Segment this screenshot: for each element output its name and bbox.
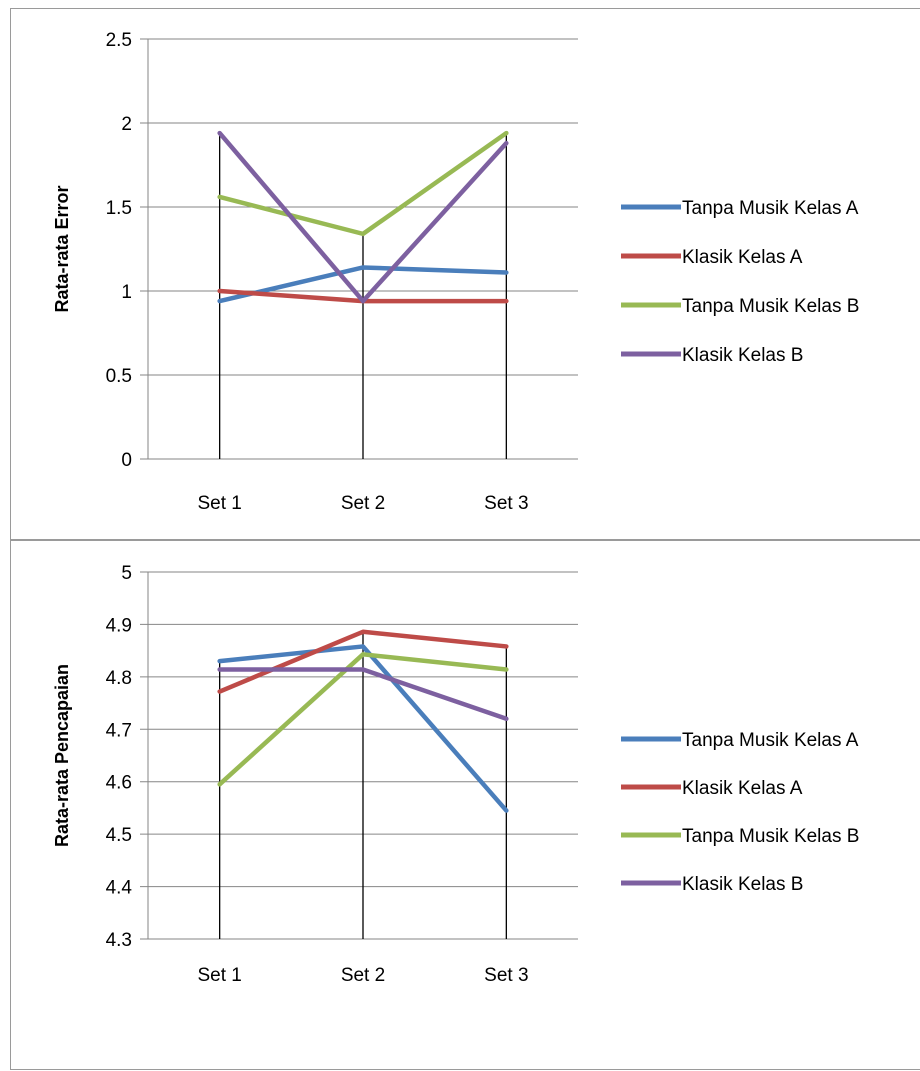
x-tick-label: Set 2 xyxy=(341,965,385,986)
y-tick-label: 4.8 xyxy=(106,668,132,689)
y-tick-label: 4.9 xyxy=(106,615,132,636)
y-tick-label: 4.4 xyxy=(106,878,133,899)
series-line-2 xyxy=(217,130,509,237)
y-tick-label: 0 xyxy=(121,450,132,471)
series-line-0 xyxy=(217,265,509,304)
x-tick-label: Set 3 xyxy=(484,493,528,514)
y-tick-label: 4.6 xyxy=(106,773,132,794)
chart-panel-pencapaian: 4.3 4.4 4.5 4.6 4.7 4.8 4.9 5 Set 1 Set 2 Set 3 Rat… xyxy=(10,540,920,1070)
y-axis-title: Rata-rata Pencapaian xyxy=(52,664,72,847)
y-tick-label: 5 xyxy=(121,563,132,584)
chart-panel-error: 0 0.5 1 1.5 2 2.5 Set 1 Set 2 Set 3 Rata-rata Err… xyxy=(10,8,920,540)
legend-label: Klasik Kelas B xyxy=(682,345,803,366)
y-tick-label: 4.5 xyxy=(106,825,132,846)
legend-label: Klasik Kelas A xyxy=(682,778,803,799)
y-tick-label: 4.7 xyxy=(106,720,132,741)
series-line-3 xyxy=(217,130,509,304)
legend-label: Tanpa Musik Kelas B xyxy=(682,826,859,847)
legend-label: Klasik Kelas B xyxy=(682,874,803,895)
series-line-2 xyxy=(217,652,509,787)
error-line-chart: 0 0.5 1 1.5 2 2.5 Set 1 Set 2 Set 3 Rata-rata Err… xyxy=(52,30,859,514)
x-tick-label: Set 1 xyxy=(197,965,241,986)
series-line-0 xyxy=(217,644,509,813)
x-tick-label: Set 3 xyxy=(484,965,528,986)
y-tick-label: 1.5 xyxy=(106,198,132,219)
legend-label: Klasik Kelas A xyxy=(682,247,803,268)
series-line-3 xyxy=(217,667,509,722)
legend-label: Tanpa Musik Kelas B xyxy=(682,296,859,317)
pencapaian-line-chart: 4.3 4.4 4.5 4.6 4.7 4.8 4.9 5 Set 1 Set 2 Set 3 Rat… xyxy=(52,563,859,986)
x-tick-label: Set 1 xyxy=(197,493,241,514)
y-axis-title: Rata-rata Error xyxy=(52,185,72,312)
y-tick-label: 4.3 xyxy=(106,930,132,951)
y-tick-label: 2 xyxy=(121,114,132,135)
y-tick-label: 2.5 xyxy=(106,30,132,51)
y-tick-label: 1 xyxy=(121,282,132,303)
y-tick-label: 0.5 xyxy=(106,366,132,387)
x-tick-label: Set 2 xyxy=(341,493,385,514)
legend-label: Tanpa Musik Kelas A xyxy=(682,198,859,219)
legend-label: Tanpa Musik Kelas A xyxy=(682,730,859,751)
